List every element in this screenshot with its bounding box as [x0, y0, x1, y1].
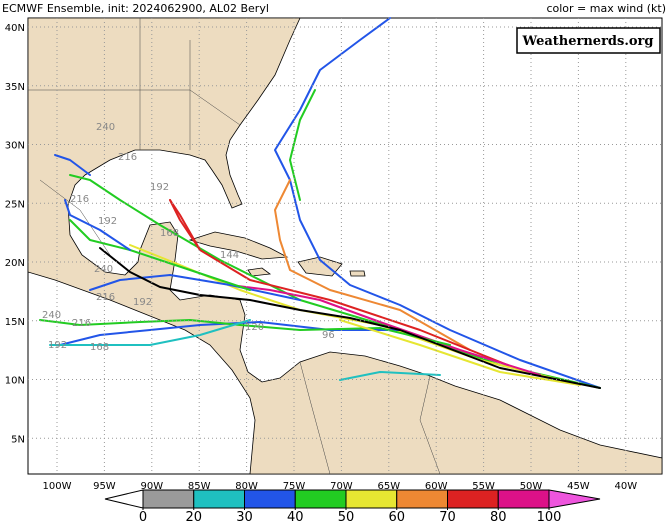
credit-box — [516, 27, 661, 54]
track — [289, 89, 316, 201]
lat-tick-label: 25N — [5, 199, 25, 210]
state-borders — [28, 89, 241, 126]
track-hour-label: 216 — [72, 318, 91, 329]
track — [169, 199, 201, 251]
lat-tick-label: 15N — [5, 317, 25, 328]
track — [69, 174, 601, 389]
lat-tick-label: 20N — [5, 258, 25, 269]
track — [274, 17, 601, 389]
track-hour-label: 192 — [150, 182, 169, 193]
lat-tick-label: 5N — [11, 434, 25, 445]
track — [339, 319, 581, 386]
track-hour-label: 120 — [245, 322, 264, 333]
lon-tick-label: 95W — [93, 481, 116, 492]
track — [339, 371, 441, 381]
colorbar-tick-label: 80 — [490, 510, 507, 525]
colorbar-tick-label: 100 — [537, 510, 562, 525]
lon-tick-label: 40W — [614, 481, 637, 492]
track-hour-label: 192 — [133, 297, 152, 308]
tracks: 240 216 192 216 192 168 144 240 216 192 240 216 192 1… — [39, 17, 601, 389]
track-hour-label: 168 — [160, 228, 179, 239]
colorbar-tick-label: 20 — [185, 510, 202, 525]
lat-tick-label: 40N — [5, 23, 25, 34]
colorbar-tick-label: 0 — [139, 510, 147, 525]
colorbar-segment — [447, 489, 499, 509]
lat-tick-label: 30N — [5, 141, 25, 152]
lat-tick-label: 10N — [5, 376, 25, 387]
colorbar-tick-label: 40 — [287, 510, 304, 525]
colorbar-segment — [193, 489, 245, 509]
credit: Weathernerds.org — [522, 34, 654, 49]
track-hour-label: 96 — [322, 330, 335, 341]
lon-tick-label: 50W — [520, 481, 543, 492]
colorbar-tick-label: 30 — [236, 510, 253, 525]
land-puerto-rico — [349, 270, 366, 277]
state-borders — [39, 179, 111, 256]
lon-tick-label: 80W — [235, 481, 258, 492]
colorbar-segment — [244, 489, 296, 509]
colorbar-segment — [497, 489, 550, 509]
colorbar-tick-label: 50 — [338, 510, 355, 525]
track-hour-label: 240 — [96, 122, 115, 133]
colorbar-over — [548, 489, 601, 509]
colorbar-tick-label: 70 — [439, 510, 456, 525]
lat-tick-label: 35N — [5, 82, 25, 93]
colorbar-segment — [142, 489, 195, 509]
title: ECMWF Ensemble, init: 2024062900, AL02 B… — [2, 2, 269, 15]
lon-tick-label: 60W — [425, 481, 448, 492]
track-hour-label: 240 — [42, 310, 61, 321]
track — [64, 199, 131, 251]
land-cuba — [188, 231, 289, 260]
lon-tick-label: 100W — [43, 481, 72, 492]
lon-tick-label: 90W — [140, 481, 163, 492]
track — [274, 179, 471, 351]
lon-tick-label: 85W — [188, 481, 211, 492]
track-hour-label: 144 — [220, 250, 239, 261]
colorbar-segment — [294, 489, 347, 509]
colorbar-segment — [345, 489, 398, 509]
track-hour-label: 216 — [96, 292, 115, 303]
land-jamaica — [247, 267, 272, 277]
colorbar-tick-label: 60 — [388, 510, 405, 525]
country-borders — [419, 375, 441, 475]
lon-tick-label: 55W — [472, 481, 495, 492]
legend-label: color = max wind (kt) — [546, 2, 666, 15]
track — [54, 154, 91, 176]
track-hour-label: 216 — [70, 194, 89, 205]
track-hour-label: 192 — [98, 216, 117, 227]
track-hour-label: 168 — [90, 342, 109, 353]
colorbar: 0 20 30 40 50 60 70 80 100 — [104, 489, 601, 525]
ensemble-mean-track — [99, 247, 601, 389]
lon-tick-label: 75W — [283, 481, 306, 492]
track-hour-label: 240 — [94, 264, 113, 275]
lon-tick-label: 45W — [567, 481, 590, 492]
track — [169, 199, 521, 371]
lon-tick-label: 70W — [330, 481, 353, 492]
track-hour-label: 216 — [118, 152, 137, 163]
colorbar-under — [104, 489, 144, 509]
country-borders — [299, 361, 331, 475]
lon-tick-label: 65W — [377, 481, 400, 492]
axes: 100W 95W 90W 85W 80W 75W 70W 65W 60W 55W 50W 45W 40W… — [5, 18, 662, 492]
track — [89, 274, 301, 301]
track — [229, 284, 541, 376]
colorbar-segment — [396, 489, 448, 509]
track-hour-label: 192 — [48, 340, 67, 351]
track — [49, 319, 251, 346]
